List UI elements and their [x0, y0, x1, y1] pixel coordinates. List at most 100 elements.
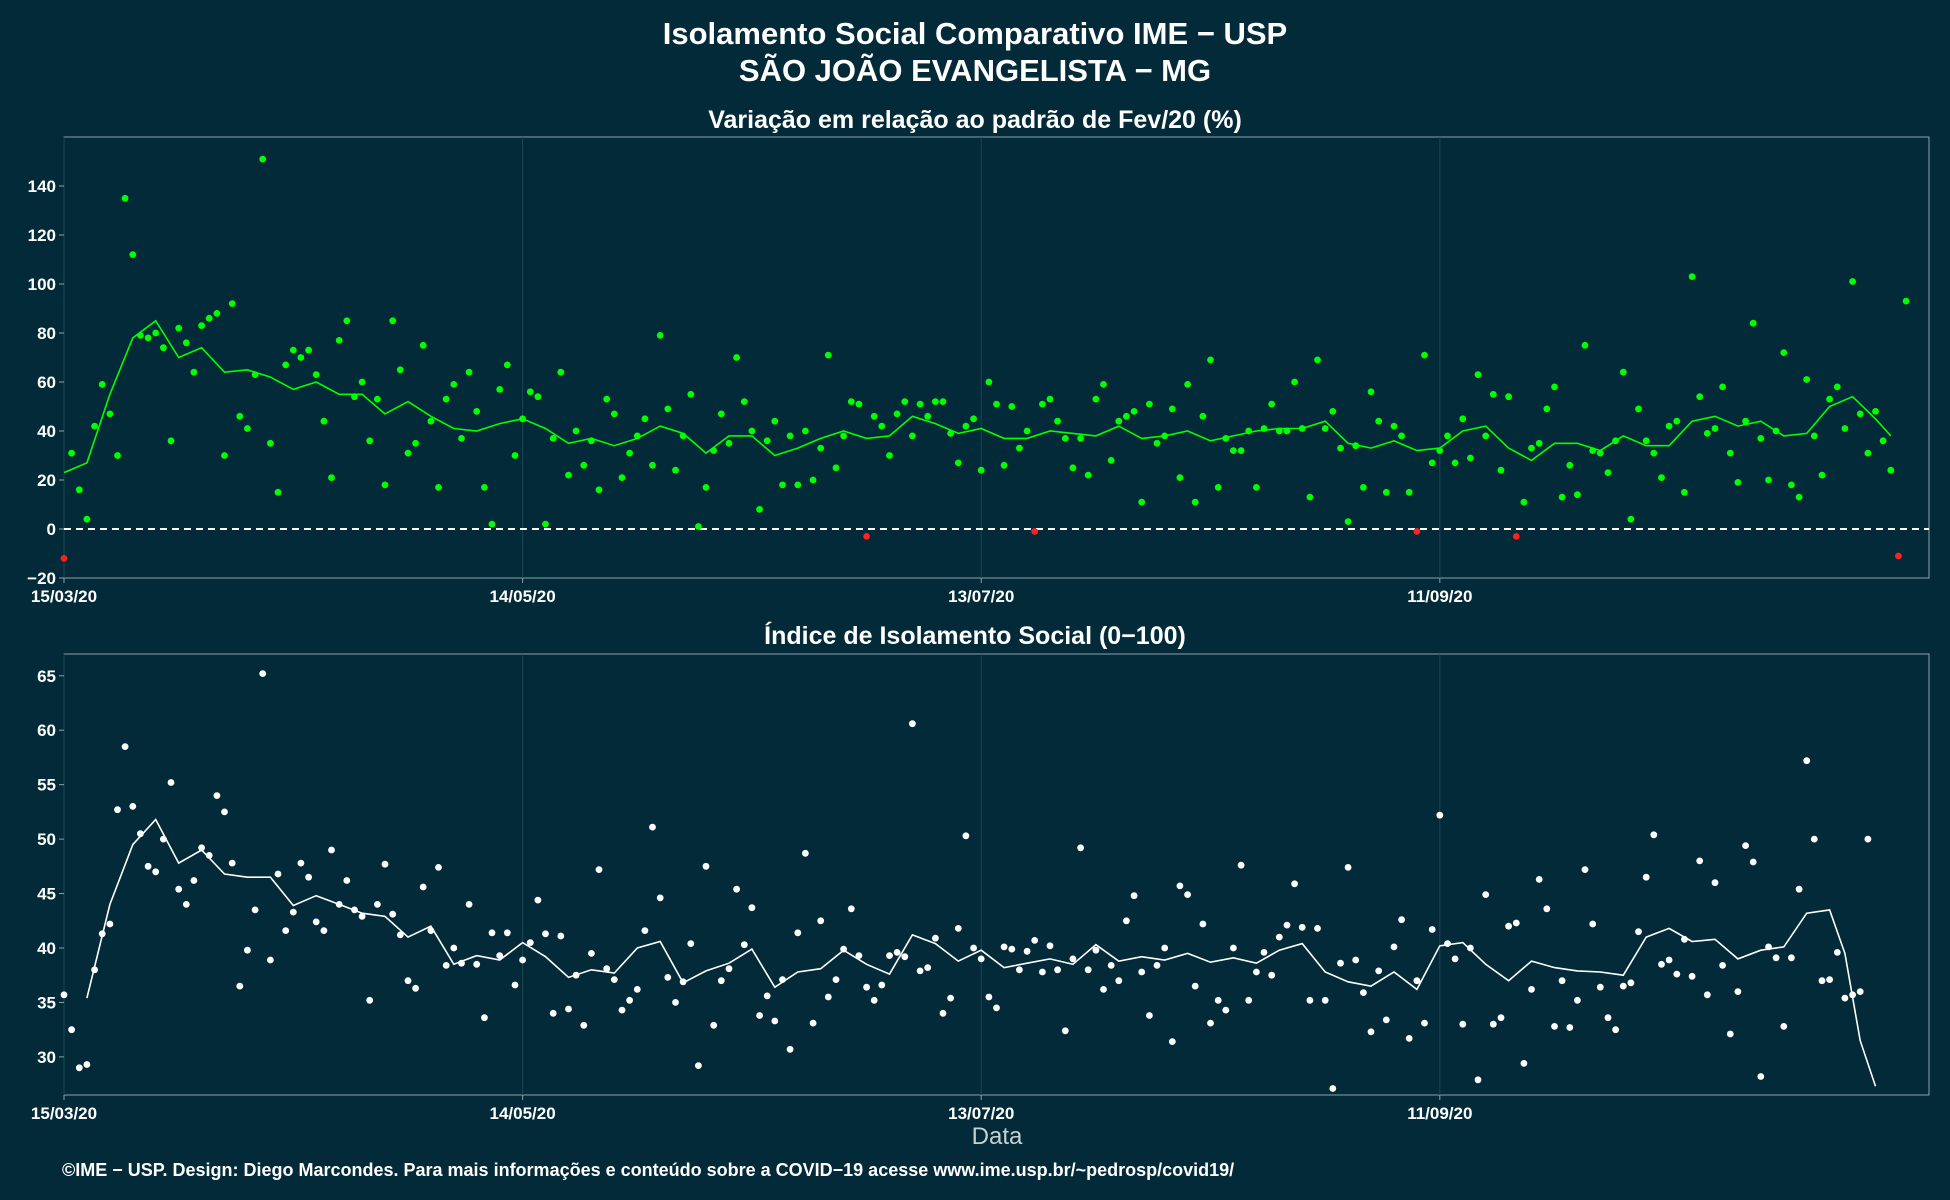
data-point: [1298, 425, 1306, 432]
data-point: [1329, 1085, 1337, 1092]
data-point: [282, 927, 290, 934]
data-point: [320, 417, 328, 425]
top-plot-frame: [63, 136, 1930, 579]
data-point: [68, 449, 75, 457]
data-point: [1528, 986, 1535, 993]
data-point: [129, 803, 137, 810]
data-point: [435, 484, 442, 491]
data-point: [947, 994, 954, 1002]
data-point: [641, 415, 649, 423]
data-point: [1428, 459, 1436, 467]
data-point: [649, 823, 656, 831]
data-point: [1658, 474, 1665, 481]
data-point: [374, 395, 381, 403]
data-point: [343, 877, 351, 884]
data-point: [733, 885, 740, 893]
y-tick-label: 40: [37, 939, 56, 958]
y-tick-label: 60: [37, 721, 56, 740]
data-point: [1726, 449, 1734, 457]
y-tick-label: 35: [37, 993, 56, 1012]
x-tick-label: 11/09/20: [1407, 587, 1472, 606]
main-title: Isolamento Social Comparativo IME − USP: [663, 16, 1287, 51]
data-point: [626, 996, 633, 1004]
data-point: [1818, 471, 1826, 479]
data-point: [205, 314, 213, 322]
data-point: [588, 950, 595, 957]
data-point: [855, 400, 863, 408]
data-point: [1757, 1073, 1765, 1080]
data-point: [924, 964, 932, 971]
data-point: [909, 720, 916, 728]
data-point: [916, 400, 924, 408]
data-point: [106, 920, 114, 928]
data-point: [633, 432, 641, 440]
data-point: [977, 955, 985, 963]
data-point: [1826, 395, 1833, 403]
data-point: [1444, 432, 1451, 440]
data-point: [1168, 405, 1176, 413]
data-point: [1879, 437, 1887, 445]
data-point: [1077, 435, 1084, 442]
top-panel-title: Variação em relação ao padrão de Fev/20 …: [708, 106, 1242, 134]
data-point: [763, 437, 771, 445]
data-point: [1191, 982, 1199, 990]
data-point: [932, 934, 939, 942]
data-point: [404, 449, 412, 457]
data-point: [1543, 905, 1551, 913]
bottom-panel-title: Índice de Isolamento Social (0−100): [764, 621, 1186, 650]
data-point: [1711, 425, 1719, 432]
data-point: [1726, 1030, 1734, 1038]
data-point: [565, 471, 572, 479]
data-point: [1069, 464, 1077, 472]
data-point: [1390, 422, 1398, 430]
data-point: [473, 408, 481, 415]
data-point: [213, 310, 221, 317]
x-tick-label: 14/05/20: [490, 1104, 556, 1123]
data-point: [481, 484, 488, 491]
data-point: [1360, 989, 1367, 996]
data-point: [1153, 962, 1161, 969]
data-point: [106, 410, 114, 418]
data-point: [1627, 979, 1635, 987]
data-point: [1077, 844, 1084, 852]
data-point: [1551, 1023, 1558, 1030]
data-point: [1604, 1014, 1612, 1022]
data-point: [1382, 488, 1390, 496]
data-point: [1107, 962, 1115, 969]
data-point: [1795, 885, 1803, 893]
data-point: [1390, 943, 1398, 951]
data-point: [549, 435, 557, 442]
data-point: [1459, 415, 1467, 423]
data-point: [1184, 891, 1191, 898]
data-point: [221, 808, 228, 816]
data-point: [1742, 417, 1749, 425]
data-point: [1788, 481, 1795, 489]
data-point: [962, 832, 970, 840]
x-tick-label: 13/07/20: [948, 1104, 1014, 1123]
negative-data-point: [1413, 528, 1421, 535]
data-point: [1291, 378, 1298, 386]
data-point: [114, 806, 121, 814]
data-point: [1382, 1016, 1390, 1024]
data-point: [557, 368, 565, 376]
data-point: [1841, 425, 1849, 432]
data-point: [1222, 435, 1230, 442]
data-point: [756, 506, 763, 513]
data-point: [687, 940, 695, 947]
data-point: [1780, 349, 1788, 356]
data-point: [664, 974, 672, 981]
data-point: [1719, 962, 1726, 969]
data-point: [1619, 368, 1627, 376]
data-point: [1902, 297, 1910, 305]
data-point: [1092, 395, 1100, 403]
data-point: [977, 466, 985, 474]
data-point: [1161, 432, 1169, 440]
data-point: [160, 835, 167, 843]
data-point: [1558, 493, 1566, 501]
data-point: [458, 959, 465, 967]
data-point: [1291, 880, 1298, 888]
data-point: [419, 883, 427, 891]
data-point: [259, 155, 267, 163]
data-point: [618, 1006, 626, 1014]
data-point: [465, 901, 473, 908]
